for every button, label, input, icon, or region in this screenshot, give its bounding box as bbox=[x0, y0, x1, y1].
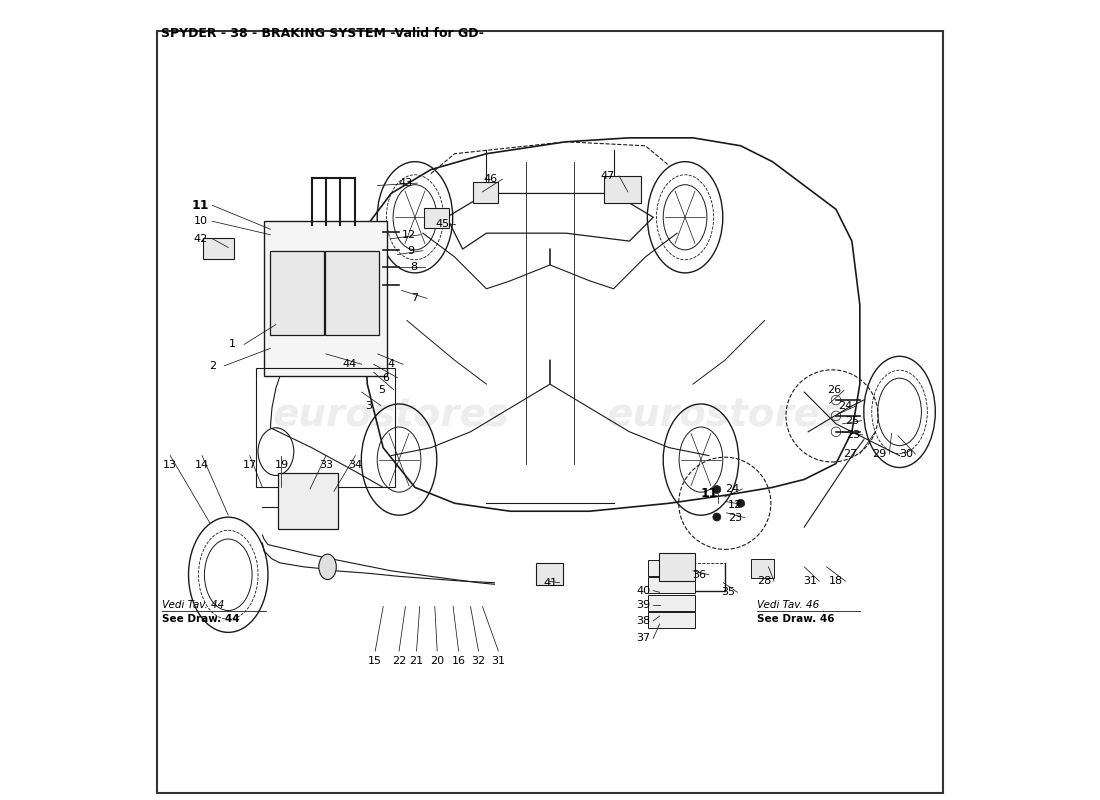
FancyBboxPatch shape bbox=[326, 250, 379, 335]
Text: 7: 7 bbox=[411, 294, 418, 303]
Text: 11: 11 bbox=[191, 199, 209, 212]
Text: 27: 27 bbox=[844, 449, 857, 459]
Text: 11: 11 bbox=[700, 487, 717, 500]
Circle shape bbox=[737, 499, 745, 507]
Text: 1: 1 bbox=[229, 339, 235, 350]
Text: 17: 17 bbox=[243, 460, 256, 470]
Text: Vedi Tav. 44: Vedi Tav. 44 bbox=[163, 600, 224, 610]
Text: 10: 10 bbox=[194, 216, 208, 226]
FancyBboxPatch shape bbox=[424, 208, 449, 229]
FancyBboxPatch shape bbox=[659, 553, 695, 581]
Text: eurostores: eurostores bbox=[606, 397, 844, 435]
Text: 9: 9 bbox=[407, 246, 415, 256]
FancyBboxPatch shape bbox=[648, 577, 694, 593]
Text: 12: 12 bbox=[728, 500, 743, 510]
Text: 12: 12 bbox=[402, 230, 416, 240]
FancyBboxPatch shape bbox=[648, 560, 694, 575]
Text: 19: 19 bbox=[274, 460, 288, 470]
FancyBboxPatch shape bbox=[751, 559, 774, 578]
Text: 15: 15 bbox=[368, 655, 382, 666]
Text: 37: 37 bbox=[637, 634, 651, 643]
FancyBboxPatch shape bbox=[648, 594, 694, 610]
Text: 22: 22 bbox=[392, 655, 406, 666]
Text: 6: 6 bbox=[382, 373, 389, 382]
Text: 42: 42 bbox=[194, 234, 208, 244]
Text: 24: 24 bbox=[838, 402, 853, 411]
Text: See Draw. 46: See Draw. 46 bbox=[757, 614, 834, 624]
Text: 29: 29 bbox=[872, 449, 887, 459]
Text: 47: 47 bbox=[601, 171, 614, 181]
FancyBboxPatch shape bbox=[604, 176, 640, 203]
Text: 23: 23 bbox=[846, 430, 860, 440]
Text: 13: 13 bbox=[163, 460, 177, 470]
Text: 45: 45 bbox=[436, 218, 450, 229]
Text: 26: 26 bbox=[827, 386, 842, 395]
Text: 14: 14 bbox=[195, 460, 209, 470]
Text: 3: 3 bbox=[365, 401, 373, 410]
FancyBboxPatch shape bbox=[648, 612, 694, 628]
Text: 30: 30 bbox=[899, 449, 913, 459]
Text: 35: 35 bbox=[720, 587, 735, 598]
FancyBboxPatch shape bbox=[536, 563, 563, 585]
Text: See Draw. 44: See Draw. 44 bbox=[163, 614, 240, 624]
Text: 20: 20 bbox=[430, 655, 444, 666]
FancyBboxPatch shape bbox=[202, 238, 234, 258]
Text: 31: 31 bbox=[803, 576, 817, 586]
Text: 4: 4 bbox=[387, 359, 395, 370]
FancyBboxPatch shape bbox=[473, 182, 498, 203]
Text: 34: 34 bbox=[349, 460, 362, 470]
Text: 23: 23 bbox=[728, 513, 743, 522]
Text: 28: 28 bbox=[758, 576, 771, 586]
Text: 16: 16 bbox=[452, 655, 465, 666]
Text: Vedi Tav. 46: Vedi Tav. 46 bbox=[757, 600, 818, 610]
Ellipse shape bbox=[319, 554, 337, 579]
Text: 39: 39 bbox=[637, 600, 651, 610]
FancyBboxPatch shape bbox=[264, 222, 387, 376]
Text: eurostores: eurostores bbox=[273, 397, 509, 435]
Text: 38: 38 bbox=[637, 616, 651, 626]
Text: 43: 43 bbox=[398, 178, 412, 188]
Text: 41: 41 bbox=[543, 578, 557, 588]
Text: 2: 2 bbox=[209, 361, 216, 371]
FancyBboxPatch shape bbox=[277, 473, 338, 530]
Circle shape bbox=[713, 513, 721, 521]
FancyBboxPatch shape bbox=[270, 250, 323, 335]
Text: 18: 18 bbox=[829, 576, 843, 586]
Text: 33: 33 bbox=[319, 460, 333, 470]
Text: SPYDER - 38 - BRAKING SYSTEM -Valid for GD-: SPYDER - 38 - BRAKING SYSTEM -Valid for … bbox=[161, 26, 484, 40]
Text: 25: 25 bbox=[845, 416, 859, 426]
Text: 44: 44 bbox=[343, 359, 356, 370]
Text: 5: 5 bbox=[378, 385, 385, 394]
Text: 8: 8 bbox=[410, 262, 417, 271]
Text: 40: 40 bbox=[637, 586, 651, 596]
Text: 46: 46 bbox=[483, 174, 497, 184]
Text: 36: 36 bbox=[692, 570, 706, 580]
Circle shape bbox=[713, 486, 721, 494]
Text: 21: 21 bbox=[409, 655, 424, 666]
Text: 31: 31 bbox=[492, 655, 505, 666]
Text: 32: 32 bbox=[472, 655, 485, 666]
Text: 24: 24 bbox=[726, 484, 740, 494]
